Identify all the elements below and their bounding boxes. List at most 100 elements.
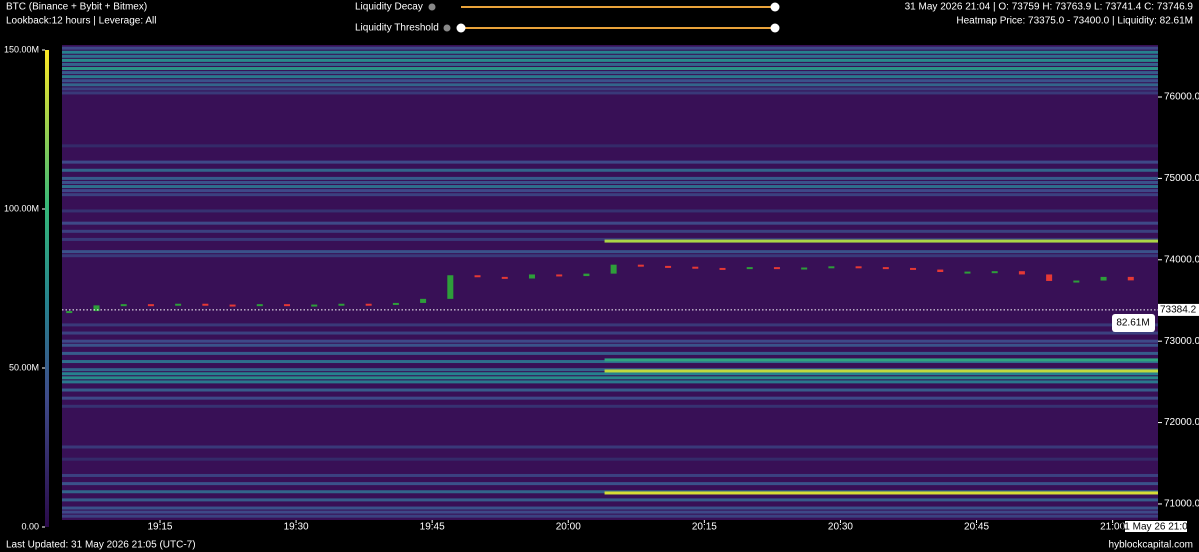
liquidity-band (62, 457, 1158, 461)
liquidity-band (62, 339, 1158, 343)
candle-body (964, 271, 971, 274)
y-tick-label: 75000.0 (1164, 173, 1199, 184)
info-icon[interactable] (443, 24, 451, 32)
candle-body (828, 266, 835, 269)
candle-body (528, 274, 535, 279)
x-tick-label: 20:30 (828, 522, 853, 533)
candle-body (910, 267, 917, 270)
candle-body (1046, 274, 1053, 281)
candle-body (202, 303, 209, 306)
candle-body (937, 269, 944, 273)
subtitle: Lookback:12 hours | Leverage: All (6, 16, 156, 27)
candle-body (746, 267, 753, 270)
candle-body (284, 304, 291, 307)
liquidity-band (604, 491, 1158, 495)
colorbar-tick-label: 100.00M (4, 203, 39, 213)
x-tick-label: 20:45 (964, 522, 989, 533)
liquidity-band (62, 237, 1158, 241)
candle-body (256, 304, 263, 307)
y-tick-label: 74000.0 (1164, 254, 1199, 265)
tooltip: 82.61M (1116, 318, 1149, 329)
liquidity-band (62, 75, 1158, 79)
liquidity-band (62, 229, 1158, 233)
x-tick-label: 19:30 (284, 522, 309, 533)
liquidity-band (62, 250, 1158, 254)
x-tick-label: 21:00 (1100, 522, 1125, 533)
slider-knob[interactable] (770, 23, 780, 33)
candle-body (665, 265, 672, 268)
liquidity-band (62, 254, 1158, 258)
candle-body (229, 304, 236, 307)
candle-body (420, 298, 427, 303)
liquidity-band (62, 58, 1158, 62)
liquidity-band (62, 482, 1158, 486)
liquidity-band (62, 189, 1158, 193)
liquidity-band (62, 209, 1158, 213)
candle-body (637, 264, 644, 267)
candle-body (392, 302, 399, 305)
current-price-label: 73384.2 (1160, 305, 1197, 316)
liquidity-band (62, 221, 1158, 225)
x-tick-label: 20:15 (692, 522, 717, 533)
candle-body (1073, 280, 1080, 283)
control-label: Liquidity Decay (355, 2, 423, 13)
candle-body (855, 266, 862, 269)
liquidity-band (62, 351, 1158, 355)
liquidity-band (62, 343, 1158, 347)
colorbar (45, 50, 49, 527)
liquidity-band (62, 144, 1158, 148)
liquidity-band (62, 71, 1158, 75)
price-label-bg (1158, 303, 1199, 316)
candle-body (1127, 276, 1134, 281)
liquidity-band (62, 404, 1158, 408)
liquidity-band (62, 79, 1158, 83)
y-tick-label: 76000.0 (1164, 92, 1199, 103)
liquidity-band (604, 358, 1158, 362)
y-tick-label: 71000.0 (1164, 499, 1199, 510)
liquidity-band (62, 331, 1158, 335)
footer-updated: Last Updated: 31 May 2026 21:05 (UTC-7) (6, 540, 196, 551)
liquidity-band (62, 83, 1158, 87)
candle-body (1018, 271, 1025, 275)
candle-body (719, 267, 726, 270)
slider-knob[interactable] (770, 2, 780, 12)
x-tick-label: 19:45 (420, 522, 445, 533)
liquidity-band (62, 180, 1158, 184)
liquidity-band (604, 369, 1158, 373)
cursor-time-label: 31 May 26 21:04 (1119, 522, 1194, 533)
control-label: Liquidity Threshold (355, 23, 439, 34)
liquidity-band (62, 376, 1158, 380)
liquidity-band (62, 473, 1158, 477)
info-icon[interactable] (428, 3, 436, 11)
liquidity-band (62, 168, 1158, 172)
liquidity-band (62, 62, 1158, 66)
liquidity-band (62, 445, 1158, 449)
liquidity-band (62, 193, 1158, 197)
candle-body (501, 276, 508, 279)
candle-body (120, 304, 127, 307)
candle-body (447, 275, 454, 299)
liquidity-band (604, 239, 1158, 243)
y-tick-label: 72000.0 (1164, 417, 1199, 428)
candle-body (692, 266, 699, 269)
title: BTC (Binance + Bybit + Bitmex) (6, 2, 147, 13)
liquidity-band (62, 372, 1158, 376)
candle-body (311, 304, 318, 307)
liquidity-band (62, 176, 1158, 180)
cursor-time-bg (1125, 521, 1187, 532)
liquidity-band (62, 87, 1158, 91)
slider-knob[interactable] (456, 23, 466, 33)
x-tick-label: 19:15 (147, 522, 172, 533)
candle-body (583, 273, 590, 277)
heatmap-info: Heatmap Price: 73375.0 - 73400.0 | Liqui… (956, 16, 1193, 27)
candle-body (147, 304, 154, 307)
footer-site: hyblockcapital.com (1109, 540, 1193, 551)
colorbar-tick-label: 50.00M (9, 362, 39, 372)
colorbar-tick-label: 0.00 (21, 521, 39, 531)
candle-body (556, 274, 563, 277)
liquidity-band (62, 388, 1158, 392)
candle-body (773, 267, 780, 270)
liquidity-band (62, 360, 1158, 364)
